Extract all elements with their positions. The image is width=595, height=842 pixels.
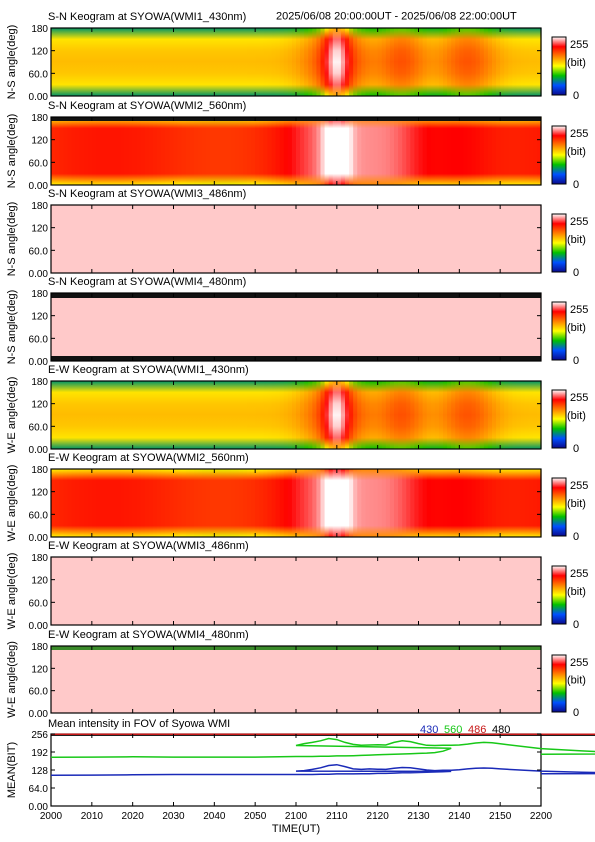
keogram-figure: 2025/06/08 20:00:00UT - 2025/06/08 22:00… (6, 11, 595, 835)
